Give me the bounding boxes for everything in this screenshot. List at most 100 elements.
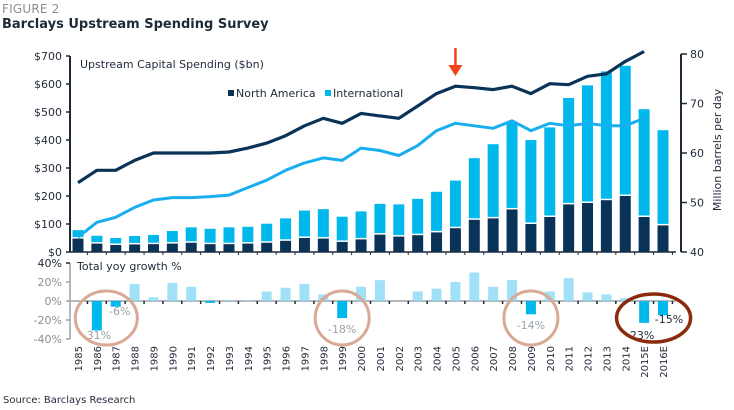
- bar-international: [261, 223, 273, 242]
- bar-north-america: [298, 238, 310, 252]
- upper-chart-title: Upstream Capital Spending ($bn): [80, 58, 264, 71]
- bar-international: [129, 236, 141, 243]
- x-axis-year-label: 1993: [225, 346, 236, 371]
- legend-label-north-america: North America: [236, 87, 316, 100]
- x-axis-year-label: 2015E: [640, 346, 651, 378]
- bar-north-america: [261, 242, 273, 252]
- bar-north-america: [619, 196, 631, 252]
- bar-north-america: [563, 204, 575, 252]
- x-axis-year-label: 1987: [112, 346, 123, 371]
- highlight-circle: [614, 292, 693, 344]
- x-axis-year-label: 1986: [93, 346, 104, 371]
- growth-bar: [299, 283, 310, 301]
- growth-bar: [91, 301, 102, 331]
- legend-label-international: International: [333, 87, 403, 100]
- x-axis-year-label: 2000: [357, 346, 368, 371]
- bar-north-america: [355, 239, 367, 252]
- right-axis-tick-label: 40: [690, 246, 704, 259]
- growth-bar: [280, 287, 291, 301]
- bar-international: [336, 216, 348, 241]
- x-axis-year-label: 2004: [433, 346, 444, 371]
- growth-bar: [205, 301, 216, 303]
- growth-data-label: -15%: [655, 313, 683, 326]
- bar-international: [147, 234, 159, 243]
- growth-bar: [469, 272, 480, 301]
- line-north-america-production: [77, 50, 645, 185]
- growth-bar: [582, 292, 593, 301]
- x-axis-year-label: 1994: [244, 346, 255, 371]
- growth-data-label: -6%: [109, 305, 130, 318]
- bar-north-america: [91, 243, 103, 252]
- left-axis-tick-label: $500: [34, 106, 62, 119]
- bar-international: [374, 203, 386, 234]
- x-axis-year-label: 1996: [282, 346, 293, 371]
- left-axis-tick-label: $300: [34, 162, 62, 175]
- highlight-circle: [502, 289, 560, 347]
- growth-bar: [563, 278, 574, 301]
- bar-international: [468, 158, 480, 219]
- bar-international: [619, 65, 631, 195]
- bar-international: [487, 144, 499, 217]
- x-axis-year-label: 2007: [489, 346, 500, 371]
- x-axis-year-label: 1992: [206, 346, 217, 371]
- growth-bar: [167, 282, 178, 301]
- lower-axis-tick-label: 20%: [38, 276, 62, 289]
- x-axis-year-label: 1989: [149, 346, 160, 371]
- x-axis-year-label: 2011: [565, 346, 576, 371]
- line-international-production: [77, 116, 645, 239]
- growth-bar: [412, 291, 423, 301]
- left-axis-tick-label: $400: [34, 134, 62, 147]
- bar-international: [506, 122, 518, 208]
- bar-north-america: [72, 238, 84, 252]
- bar-north-america: [242, 243, 254, 252]
- growth-bar: [639, 301, 650, 323]
- right-axis-tick-label: 70: [690, 98, 704, 111]
- right-axis-tick-label: 60: [690, 147, 704, 160]
- left-axis-tick-label: $200: [34, 190, 62, 203]
- bar-north-america: [600, 200, 612, 252]
- bar-international: [657, 130, 669, 224]
- x-axis-year-label: 1999: [338, 346, 349, 371]
- lower-axis-tick-label: 0%: [45, 295, 62, 308]
- bar-international: [355, 211, 367, 238]
- bar-north-america: [506, 209, 518, 252]
- lower-chart-title: Total yoy growth %: [76, 260, 182, 273]
- x-axis-year-label: 2012: [584, 346, 595, 371]
- figure-title: Barclays Upstream Spending Survey: [2, 17, 269, 32]
- x-axis-year-label: 2001: [376, 346, 387, 371]
- bar-international: [412, 198, 424, 234]
- bar-north-america: [336, 241, 348, 252]
- x-axis-year-label: 2010: [546, 346, 557, 371]
- growth-bar: [488, 286, 499, 301]
- arrow-head-icon: [448, 65, 463, 76]
- bar-international: [449, 180, 461, 227]
- bar-north-america: [468, 219, 480, 252]
- left-axis-tick-label: $0: [48, 246, 62, 259]
- bar-international: [204, 228, 216, 243]
- legend-swatch-north-america: [228, 90, 234, 96]
- x-axis-year-label: 2013: [602, 346, 613, 371]
- growth-bar: [242, 300, 253, 301]
- bar-north-america: [185, 242, 197, 252]
- growth-bar: [507, 280, 518, 301]
- bar-international: [544, 127, 556, 216]
- x-axis-year-label: 1985: [74, 346, 85, 371]
- bar-international: [525, 140, 537, 223]
- bar-international: [223, 227, 235, 243]
- bar-north-america: [582, 203, 594, 252]
- x-axis-year-label: 2005: [451, 346, 462, 371]
- source-note: Source: Barclays Research: [3, 395, 136, 406]
- bar-international: [91, 235, 103, 243]
- bar-international: [185, 227, 197, 242]
- x-axis-year-label: 2008: [508, 346, 519, 371]
- growth-bar: [620, 298, 631, 301]
- x-axis-year-label: 1988: [131, 346, 142, 371]
- growth-bar: [431, 288, 442, 301]
- bar-north-america: [657, 225, 669, 252]
- bar-international: [280, 218, 292, 240]
- bar-international: [638, 109, 650, 216]
- growth-bar: [356, 286, 367, 301]
- growth-bar: [601, 294, 612, 301]
- bar-north-america: [204, 244, 216, 252]
- bar-north-america: [449, 228, 461, 252]
